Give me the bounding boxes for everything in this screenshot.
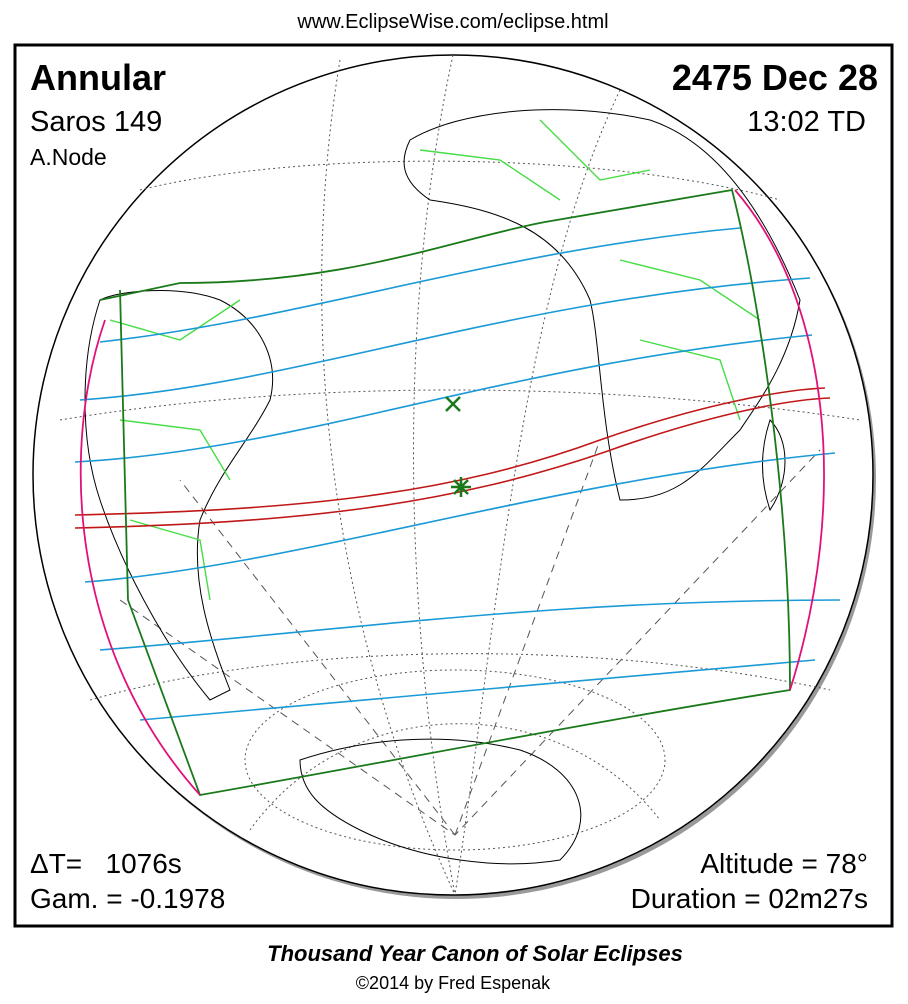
penumbral-limit	[99, 188, 791, 797]
delta-t: ΔT= 1076s	[30, 848, 182, 879]
africa	[403, 109, 801, 501]
source-url: www.EclipseWise.com/eclipse.html	[296, 11, 608, 33]
saros: Saros 149	[30, 106, 162, 138]
eclipse-time: 13:02 TD	[747, 106, 866, 138]
globe	[32, 54, 876, 899]
antarctica	[299, 738, 582, 865]
graticule-circle	[244, 669, 666, 851]
madagascar	[762, 419, 786, 512]
reference-lines	[119, 439, 821, 836]
gamma: Gam. = -0.1978	[30, 883, 225, 914]
footer-title: Thousand Year Canon of Solar Eclipses	[267, 941, 683, 966]
subsolar-marker	[451, 477, 471, 497]
contour	[99, 599, 841, 651]
altitude: Altitude = 78°	[700, 848, 868, 879]
contour	[79, 277, 811, 401]
central-path-limit	[74, 387, 826, 516]
central-path-limit	[74, 397, 831, 529]
contour	[84, 452, 836, 583]
greatest-eclipse-marker	[445, 396, 461, 412]
contour	[99, 227, 741, 343]
rise-set-curve	[79, 189, 825, 796]
footer-credit: ©2014 by Fred Espenak	[356, 973, 551, 993]
eclipse-date: 2475 Dec 28	[672, 57, 878, 98]
globe-disc	[32, 54, 874, 896]
contour	[74, 334, 813, 463]
node: A.Node	[30, 144, 107, 170]
contour	[139, 659, 816, 721]
political-borders	[109, 119, 761, 601]
graticule	[59, 54, 861, 896]
duration: Duration = 02m27s	[631, 883, 868, 914]
south-america	[84, 290, 274, 701]
eclipse-type: Annular	[30, 57, 166, 98]
